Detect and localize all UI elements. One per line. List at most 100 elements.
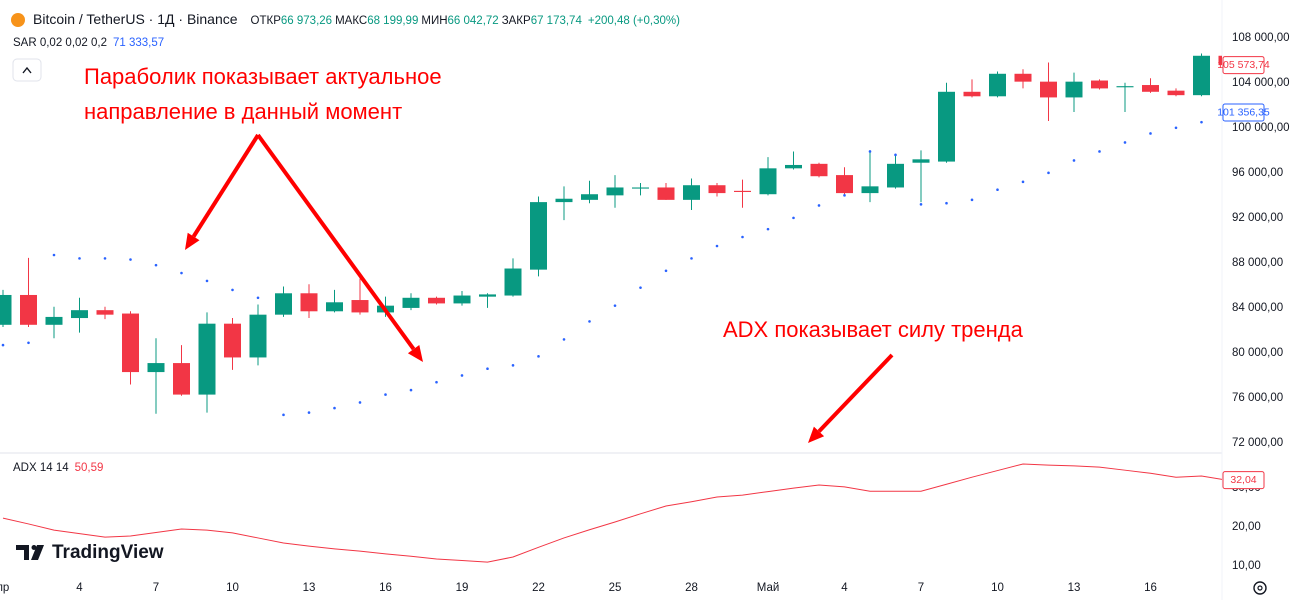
- x-tick-label: 10: [991, 582, 1004, 594]
- candle-body: [1065, 81, 1083, 98]
- collapse-button[interactable]: [12, 58, 42, 82]
- x-tick-label: 10: [226, 582, 239, 594]
- sar-dot: [129, 258, 132, 261]
- candle-body: [1193, 55, 1210, 96]
- sar-dot: [868, 150, 872, 153]
- candle-body: [300, 293, 318, 312]
- candle-body: [479, 294, 496, 297]
- sar-dot: [409, 388, 413, 392]
- symbol-icon: [11, 13, 25, 27]
- candle-body: [351, 300, 369, 313]
- x-tick-label: 13: [1068, 582, 1081, 594]
- price-tag-label: 101 356,35: [1217, 106, 1270, 118]
- value-tag: [1222, 471, 1265, 490]
- x-tick-label: 19: [456, 582, 469, 594]
- x-tick-label: 16: [1144, 582, 1157, 594]
- indicator-value: 71 333,57: [112, 37, 165, 49]
- settings-icon[interactable]: [1253, 581, 1267, 595]
- candle-body: [96, 310, 114, 315]
- candle-body: [504, 268, 522, 296]
- sar-dot: [1, 343, 5, 347]
- sar-dot: [1123, 141, 1127, 144]
- candle-body: [1142, 85, 1159, 92]
- sar-dot: [817, 204, 821, 207]
- arrows: [185, 133, 894, 443]
- sar-dot: [205, 279, 209, 283]
- candle-body: [1116, 86, 1134, 88]
- x-tick-label: 13: [303, 582, 316, 594]
- candle-body: [275, 293, 292, 315]
- ohlc-value: 68 199,99: [367, 15, 419, 27]
- candle-body: [20, 294, 37, 325]
- sar-dot: [715, 244, 719, 248]
- ohlc-label: МАКС: [335, 15, 368, 27]
- sar-dot: [256, 296, 260, 300]
- candle-body: [402, 297, 420, 308]
- y-tick-label: 104 000,00: [1232, 77, 1290, 89]
- sar-dot: [562, 338, 566, 341]
- candle-body: [606, 187, 624, 196]
- sar-dot: [1174, 126, 1178, 130]
- candle-body: [1014, 73, 1032, 82]
- candle-body: [938, 91, 955, 162]
- sar-dot: [103, 257, 107, 260]
- sar-dot: [843, 194, 846, 197]
- sar-dot: [511, 364, 515, 367]
- x-tick-label: 7: [918, 582, 924, 594]
- x-tick-label: 22: [532, 582, 545, 594]
- change: +200,48 (+0,30%): [587, 15, 680, 27]
- sar-dot: [996, 188, 999, 192]
- candle-body: [173, 363, 190, 395]
- candle-body: [912, 159, 930, 163]
- sar-dot: [792, 216, 795, 220]
- sar-legend: SAR 0,02 0,02 0,2 71 333,57: [13, 37, 164, 49]
- sar-dot: [1098, 150, 1101, 153]
- sar-dot: [766, 227, 770, 231]
- indicator-value: 50,59: [74, 462, 104, 474]
- ohlc-value: 66 042,72: [447, 15, 499, 27]
- sar-dot: [231, 288, 234, 292]
- candle-body: [1167, 90, 1185, 96]
- sar-dot: [333, 406, 336, 410]
- candle-body: [836, 175, 853, 194]
- ohlc-label: МИН: [421, 15, 448, 27]
- watermark-text: TradingView: [52, 542, 164, 563]
- candle-body: [249, 314, 267, 358]
- y-tick-label: 88 000,00: [1232, 257, 1283, 269]
- sar-dot: [1200, 120, 1203, 124]
- y-tick-label: 72 000,00: [1232, 437, 1283, 449]
- indicator-name: ADX 14 14: [13, 462, 69, 474]
- y-tick-label: 84 000,00: [1232, 302, 1283, 314]
- candle-body: [989, 73, 1006, 97]
- arrow: [191, 133, 260, 238]
- candle-body: [1040, 81, 1057, 98]
- sar-dot: [613, 304, 617, 307]
- y-tick-label: 76 000,00: [1232, 392, 1283, 404]
- arrow-head: [407, 345, 423, 362]
- candle-body: [45, 316, 63, 325]
- x-tick-label: 28: [685, 582, 698, 594]
- candle-body: [1218, 55, 1222, 66]
- y-tick-label: 108 000,00: [1232, 32, 1290, 44]
- sar-dot: [1149, 132, 1152, 135]
- annotation: направление в данный момент: [84, 99, 402, 124]
- legend-header: Bitcoin / TetherUS · 1Д · Binance ОТКР 66…: [33, 11, 680, 27]
- candle-body: [708, 185, 726, 194]
- sar-dot: [307, 411, 311, 414]
- adx-legend: ADX 14 14 50,59: [13, 462, 103, 474]
- sar-dot: [639, 286, 642, 289]
- x-tick-label: 4: [841, 582, 848, 594]
- candle-body: [555, 198, 573, 203]
- x-tick-label: 25: [609, 582, 622, 594]
- candle-body: [71, 310, 88, 319]
- candle-body: [0, 294, 12, 325]
- value-tag-label: 32,04: [1230, 474, 1256, 486]
- x-tick-label: 4: [76, 582, 83, 594]
- arrow-head: [808, 426, 825, 443]
- annotation: Параболик показывает актуальное: [84, 64, 442, 89]
- candle-body: [759, 168, 777, 195]
- candle-body: [632, 187, 649, 189]
- candle-body: [224, 323, 241, 358]
- candle-body: [657, 187, 675, 200]
